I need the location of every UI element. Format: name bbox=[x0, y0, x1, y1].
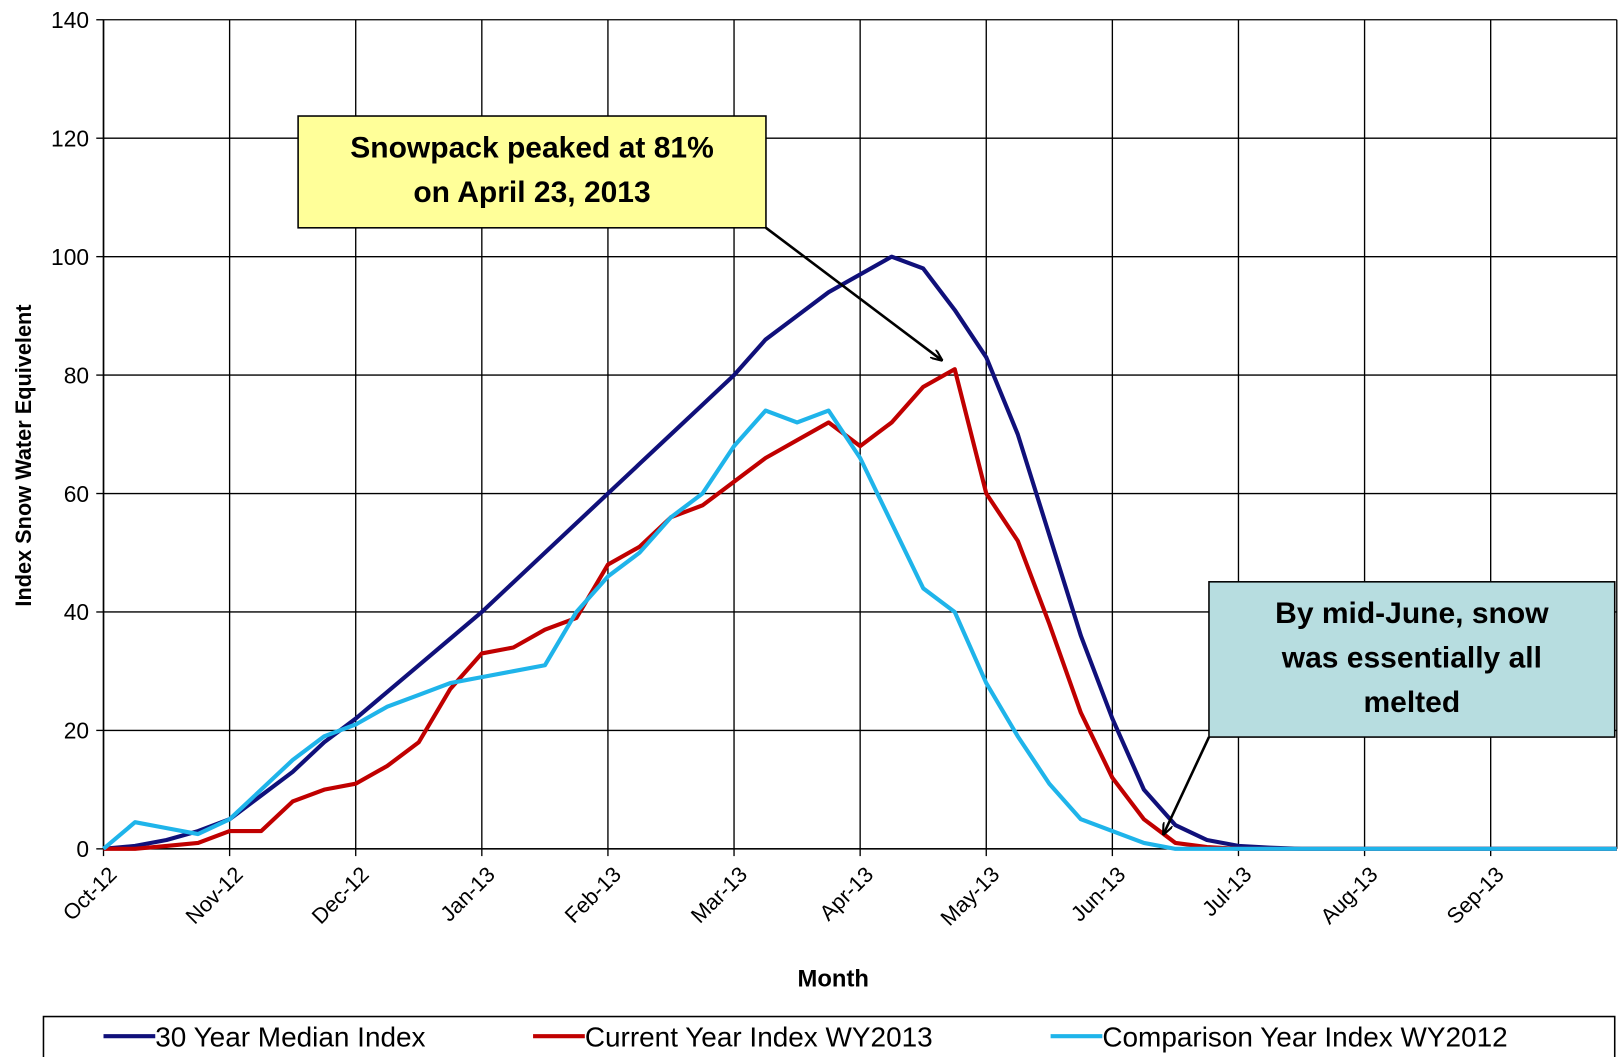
annotation-text: Snowpack peaked at 81% bbox=[350, 131, 714, 164]
x-tick-label: Jun-13 bbox=[1066, 862, 1131, 927]
annotation-text: was essentially all bbox=[1281, 642, 1542, 675]
annotation-arrow bbox=[765, 226, 942, 360]
y-tick-label: 100 bbox=[51, 244, 89, 270]
y-tick-label: 120 bbox=[51, 125, 89, 151]
x-tick-label: Sep-13 bbox=[1442, 862, 1509, 929]
annotation-arrow bbox=[1163, 736, 1211, 834]
x-tick-label: Nov-12 bbox=[180, 862, 247, 929]
y-tick-label: 20 bbox=[64, 718, 89, 744]
legend-label: Comparison Year Index WY2012 bbox=[1102, 1022, 1507, 1053]
y-tick-label: 40 bbox=[64, 599, 89, 625]
annotation-text: on April 23, 2013 bbox=[413, 176, 650, 209]
annotation-box bbox=[1208, 581, 1616, 738]
legend-box bbox=[42, 1015, 1616, 1057]
legend-label: 30 Year Median Index bbox=[155, 1022, 425, 1053]
y-tick-label: 140 bbox=[51, 7, 89, 33]
x-tick-label: Jan-13 bbox=[435, 862, 500, 927]
legend-label: Current Year Index WY2013 bbox=[585, 1022, 933, 1053]
x-tick-label: Aug-13 bbox=[1315, 862, 1382, 929]
series-line bbox=[102, 408, 1617, 851]
x-tick-label: Oct-12 bbox=[58, 862, 122, 926]
annotation-box bbox=[297, 115, 767, 229]
x-tick-label: Dec-12 bbox=[307, 862, 374, 929]
x-tick-label: Mar-13 bbox=[686, 862, 752, 928]
x-axis-label: Month bbox=[798, 966, 869, 993]
y-tick-label: 80 bbox=[64, 362, 89, 388]
y-axis-label: Index Snow Water Equivelent bbox=[11, 304, 36, 606]
y-tick-label: 0 bbox=[76, 836, 89, 862]
annotation-text: melted bbox=[1363, 686, 1460, 719]
x-tick-label: Jul-13 bbox=[1197, 862, 1257, 922]
y-tick-label: 60 bbox=[64, 481, 89, 507]
x-tick-label: Feb-13 bbox=[560, 862, 626, 928]
x-tick-label: May-13 bbox=[935, 862, 1004, 931]
annotation-text: By mid-June, snow bbox=[1275, 597, 1549, 630]
x-tick-label: Apr-13 bbox=[814, 862, 878, 926]
